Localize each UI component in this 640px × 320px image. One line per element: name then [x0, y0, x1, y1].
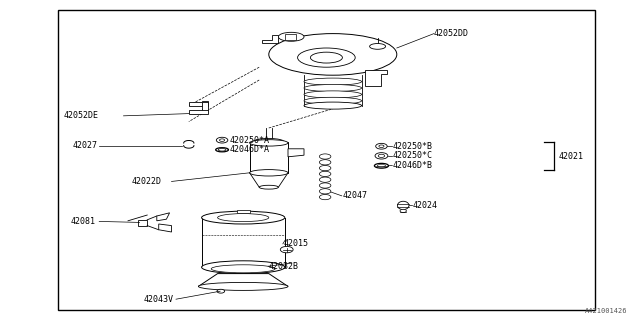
- Ellipse shape: [202, 261, 285, 274]
- Ellipse shape: [378, 164, 385, 167]
- Ellipse shape: [374, 163, 388, 168]
- Ellipse shape: [253, 138, 285, 147]
- Polygon shape: [189, 109, 208, 114]
- Ellipse shape: [397, 201, 409, 210]
- Polygon shape: [288, 149, 304, 157]
- Text: 42032B: 42032B: [269, 262, 299, 271]
- Ellipse shape: [198, 283, 288, 291]
- Ellipse shape: [269, 34, 397, 75]
- Circle shape: [280, 246, 293, 253]
- Ellipse shape: [304, 78, 362, 85]
- Ellipse shape: [304, 84, 362, 92]
- Text: 42027: 42027: [72, 141, 97, 150]
- Circle shape: [378, 154, 385, 157]
- Text: 42043V: 42043V: [144, 295, 174, 304]
- Bar: [202, 102, 208, 110]
- Ellipse shape: [260, 140, 278, 145]
- Text: 42022D: 42022D: [131, 177, 161, 186]
- Text: 42052DD: 42052DD: [434, 29, 469, 38]
- Text: 42046D*A: 42046D*A: [229, 145, 269, 154]
- Ellipse shape: [216, 148, 228, 152]
- Ellipse shape: [202, 211, 285, 224]
- Polygon shape: [198, 274, 288, 286]
- Ellipse shape: [211, 265, 275, 273]
- Polygon shape: [250, 173, 288, 187]
- Circle shape: [217, 289, 225, 293]
- Ellipse shape: [304, 102, 362, 109]
- Ellipse shape: [250, 140, 288, 146]
- Polygon shape: [157, 213, 170, 221]
- Polygon shape: [159, 224, 172, 232]
- Polygon shape: [262, 35, 278, 43]
- Ellipse shape: [310, 52, 342, 63]
- Polygon shape: [237, 210, 250, 213]
- Bar: [58, 10, 595, 310]
- Ellipse shape: [259, 185, 278, 189]
- Text: 420250*A: 420250*A: [229, 136, 269, 145]
- Polygon shape: [365, 70, 387, 86]
- Bar: [138, 220, 147, 226]
- Ellipse shape: [304, 97, 362, 104]
- Bar: [285, 34, 296, 40]
- Circle shape: [220, 139, 225, 141]
- Ellipse shape: [298, 48, 355, 67]
- Ellipse shape: [218, 214, 269, 222]
- Circle shape: [379, 145, 384, 148]
- Ellipse shape: [304, 91, 362, 98]
- Circle shape: [376, 143, 387, 149]
- Ellipse shape: [218, 148, 226, 151]
- Polygon shape: [189, 101, 208, 106]
- Text: 420250*C: 420250*C: [393, 151, 433, 160]
- Circle shape: [216, 137, 228, 143]
- Text: 42047: 42047: [342, 191, 367, 200]
- Ellipse shape: [370, 44, 385, 49]
- Text: 42021: 42021: [558, 152, 583, 161]
- Text: 42046D*B: 42046D*B: [393, 161, 433, 170]
- Ellipse shape: [400, 209, 406, 212]
- Bar: [250, 142, 288, 173]
- Ellipse shape: [250, 170, 288, 176]
- Text: 42081: 42081: [70, 217, 95, 226]
- Text: 42052DE: 42052DE: [64, 111, 99, 120]
- Circle shape: [375, 153, 388, 159]
- Text: 42024: 42024: [413, 201, 438, 210]
- Ellipse shape: [278, 32, 304, 41]
- Text: 42015: 42015: [284, 239, 308, 248]
- Text: A421001426: A421001426: [585, 308, 627, 314]
- Text: 420250*B: 420250*B: [393, 142, 433, 151]
